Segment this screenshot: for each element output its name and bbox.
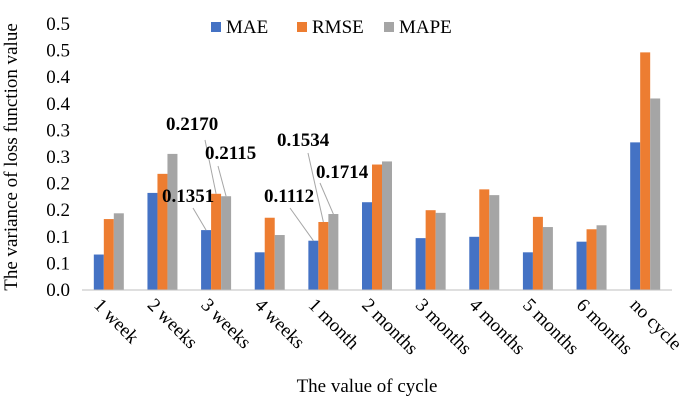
annotation-leader-line xyxy=(217,165,227,197)
bar-mae xyxy=(469,236,480,290)
y-tick-label: 0.1 xyxy=(46,227,70,248)
bar-mape xyxy=(382,161,392,290)
bar-rmse xyxy=(264,217,275,290)
bar-rmse xyxy=(211,193,222,290)
annotation-leader-line xyxy=(319,182,334,215)
x-tick-label: 3 months xyxy=(411,295,475,359)
bar-mae xyxy=(522,252,533,290)
bar-mae xyxy=(630,142,641,290)
bar-mae xyxy=(576,241,587,290)
y-tick-label: 0.2 xyxy=(46,174,70,195)
x-axis-title: The value of cycle xyxy=(297,376,438,397)
bar-mape xyxy=(167,153,178,290)
bar-mae xyxy=(415,238,426,290)
y-axis-title: The variance of loss function value xyxy=(1,23,22,290)
y-tick-label: 0.2 xyxy=(46,200,70,221)
annotation-leader-line xyxy=(307,152,324,223)
bar-rmse xyxy=(479,189,490,290)
legend-swatch-mape xyxy=(384,22,394,32)
x-tick-label: 1 week xyxy=(89,295,143,349)
bar-rmse xyxy=(318,221,329,290)
x-tick-label: 4 weeks xyxy=(250,295,309,354)
legend-label-mae: MAE xyxy=(226,17,268,38)
bar-rmse xyxy=(640,52,651,290)
annotation-label: 0.2170 xyxy=(166,114,218,135)
y-tick-label: 0.4 xyxy=(46,67,70,88)
x-tick-label: 6 months xyxy=(572,295,636,359)
legend-swatch-mae xyxy=(211,22,221,32)
y-tick-label: 0.1 xyxy=(46,253,70,274)
x-tick-label: 1 month xyxy=(304,295,364,355)
bar-mae xyxy=(362,202,372,290)
bar-mape xyxy=(542,227,553,290)
bar-mae xyxy=(93,254,104,290)
x-tick-label: 2 months xyxy=(357,295,421,359)
annotation-leader-line xyxy=(289,207,314,241)
annotation-label: 0.1351 xyxy=(162,186,214,207)
x-tick-label: 4 months xyxy=(465,295,529,359)
y-tick-label: 0.3 xyxy=(46,147,70,168)
bar-mae xyxy=(201,230,212,290)
legend: MAE RMSE MAPE xyxy=(211,17,452,38)
x-tick-label: 3 weeks xyxy=(197,295,256,354)
bar-rmse xyxy=(425,210,436,290)
bar-mape xyxy=(489,195,500,290)
legend-swatch-rmse xyxy=(297,22,307,32)
y-tick-label: 0.3 xyxy=(46,120,70,141)
bar-mae xyxy=(254,252,265,290)
bar-mape xyxy=(328,214,339,290)
bar-mae xyxy=(147,192,158,290)
bar-mape xyxy=(221,196,232,290)
bar-rmse xyxy=(532,216,543,290)
bar-mape xyxy=(435,212,446,290)
legend-label-mape: MAPE xyxy=(399,17,452,38)
y-tick-label: 0.5 xyxy=(46,41,70,62)
bar-rmse xyxy=(586,229,597,290)
x-tick-label: 5 months xyxy=(518,295,582,359)
y-tick-label: 0.4 xyxy=(46,94,70,115)
bar-mape xyxy=(113,213,124,290)
annotation-label: 0.1112 xyxy=(264,186,314,207)
bar-mape xyxy=(596,225,607,290)
y-tick-label: 0.0 xyxy=(46,280,70,301)
bar-rmse xyxy=(157,173,168,290)
bar-mae xyxy=(308,240,319,290)
annotation-label: 0.2115 xyxy=(205,143,256,164)
annotation-label: 0.1714 xyxy=(316,162,369,183)
bar-mape xyxy=(650,98,661,290)
y-tick-label: 0.5 xyxy=(46,14,70,35)
annotation-leader-line xyxy=(204,139,217,194)
annotation-leader-line xyxy=(192,207,207,231)
bar-rmse xyxy=(103,219,114,290)
legend-label-rmse: RMSE xyxy=(312,17,364,38)
bar-rmse xyxy=(372,164,382,290)
bars xyxy=(93,52,661,290)
x-tick-label: 2 weeks xyxy=(143,295,202,354)
bar-mape xyxy=(274,235,285,290)
annotation-label: 0.1534 xyxy=(277,130,330,151)
y-axis-ticks: 0.0 0.1 0.1 0.2 0.2 0.3 0.3 0.4 0.4 0.5 0.5 xyxy=(46,14,70,301)
